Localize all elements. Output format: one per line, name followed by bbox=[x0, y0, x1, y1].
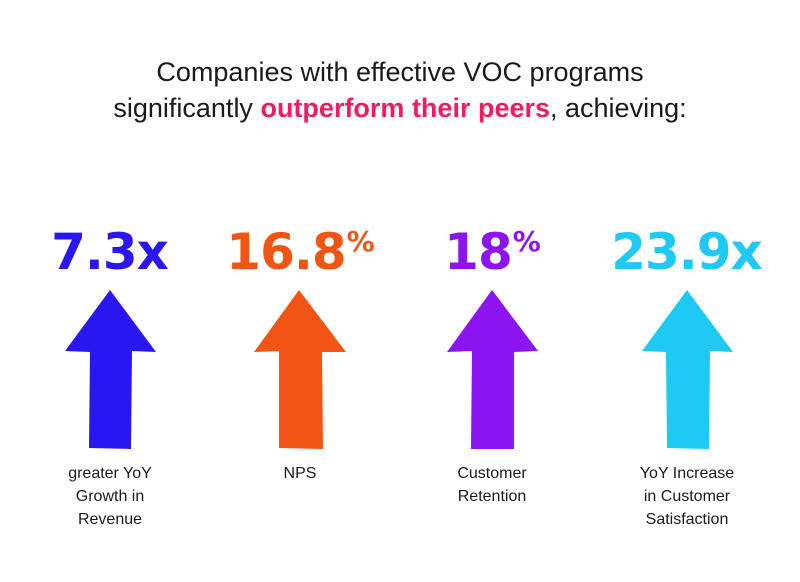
stat-caption: YoY Increase in Customer Satisfaction bbox=[587, 462, 787, 531]
headline-prefix: significantly bbox=[113, 93, 261, 123]
up-arrow-icon bbox=[447, 290, 538, 449]
headline-line-1: Companies with effective VOC programs bbox=[156, 57, 644, 87]
stat-caption-line: Retention bbox=[457, 488, 527, 505]
stat-caption: Customer Retention bbox=[392, 462, 592, 508]
headline-line-2: significantly outperform their peers, ac… bbox=[0, 90, 800, 126]
stat-caption-line: in Customer bbox=[643, 488, 731, 505]
stat-caption-line: YoY Increase bbox=[639, 465, 735, 482]
headline-suffix: , achieving: bbox=[550, 93, 687, 123]
stat-caption-line: NPS bbox=[283, 465, 317, 482]
stat-caption-line: greater YoY bbox=[68, 465, 152, 482]
stat-customer-retention: 18% Customer Retention bbox=[392, 0, 592, 582]
stat-nps: 16.8% NPS bbox=[200, 0, 400, 582]
stat-number: 7.3x bbox=[51, 223, 169, 281]
stat-value: 23.9x bbox=[587, 212, 787, 282]
headline: Companies with effective VOC programs si… bbox=[0, 54, 800, 126]
stat-value: 7.3x bbox=[10, 212, 210, 282]
up-arrow-icon bbox=[642, 290, 733, 449]
stat-value: 16.8% bbox=[200, 212, 400, 282]
stat-caption-line: Satisfaction bbox=[645, 511, 729, 528]
stat-customer-satisfaction: 23.9x YoY Increase in Customer Satisfact… bbox=[587, 0, 787, 582]
stat-caption-line: Revenue bbox=[77, 511, 143, 528]
stat-revenue-growth: 7.3x greater YoY Growth in Revenue bbox=[10, 0, 210, 582]
stat-caption-line: Customer bbox=[457, 465, 527, 482]
stat-number: 16.8 bbox=[226, 223, 346, 281]
stat-caption: NPS bbox=[200, 462, 400, 485]
stat-caption-line: Growth in bbox=[75, 488, 145, 505]
up-arrow-icon bbox=[65, 290, 156, 449]
stat-suffix: % bbox=[346, 225, 375, 258]
stat-number: 23.9x bbox=[611, 223, 763, 281]
stat-number: 18 bbox=[444, 223, 513, 281]
headline-accent: outperform their peers bbox=[260, 93, 551, 123]
up-arrow-icon bbox=[254, 290, 346, 449]
stat-caption: greater YoY Growth in Revenue bbox=[10, 462, 210, 531]
stat-value: 18% bbox=[392, 212, 592, 282]
stat-suffix: % bbox=[512, 225, 541, 258]
